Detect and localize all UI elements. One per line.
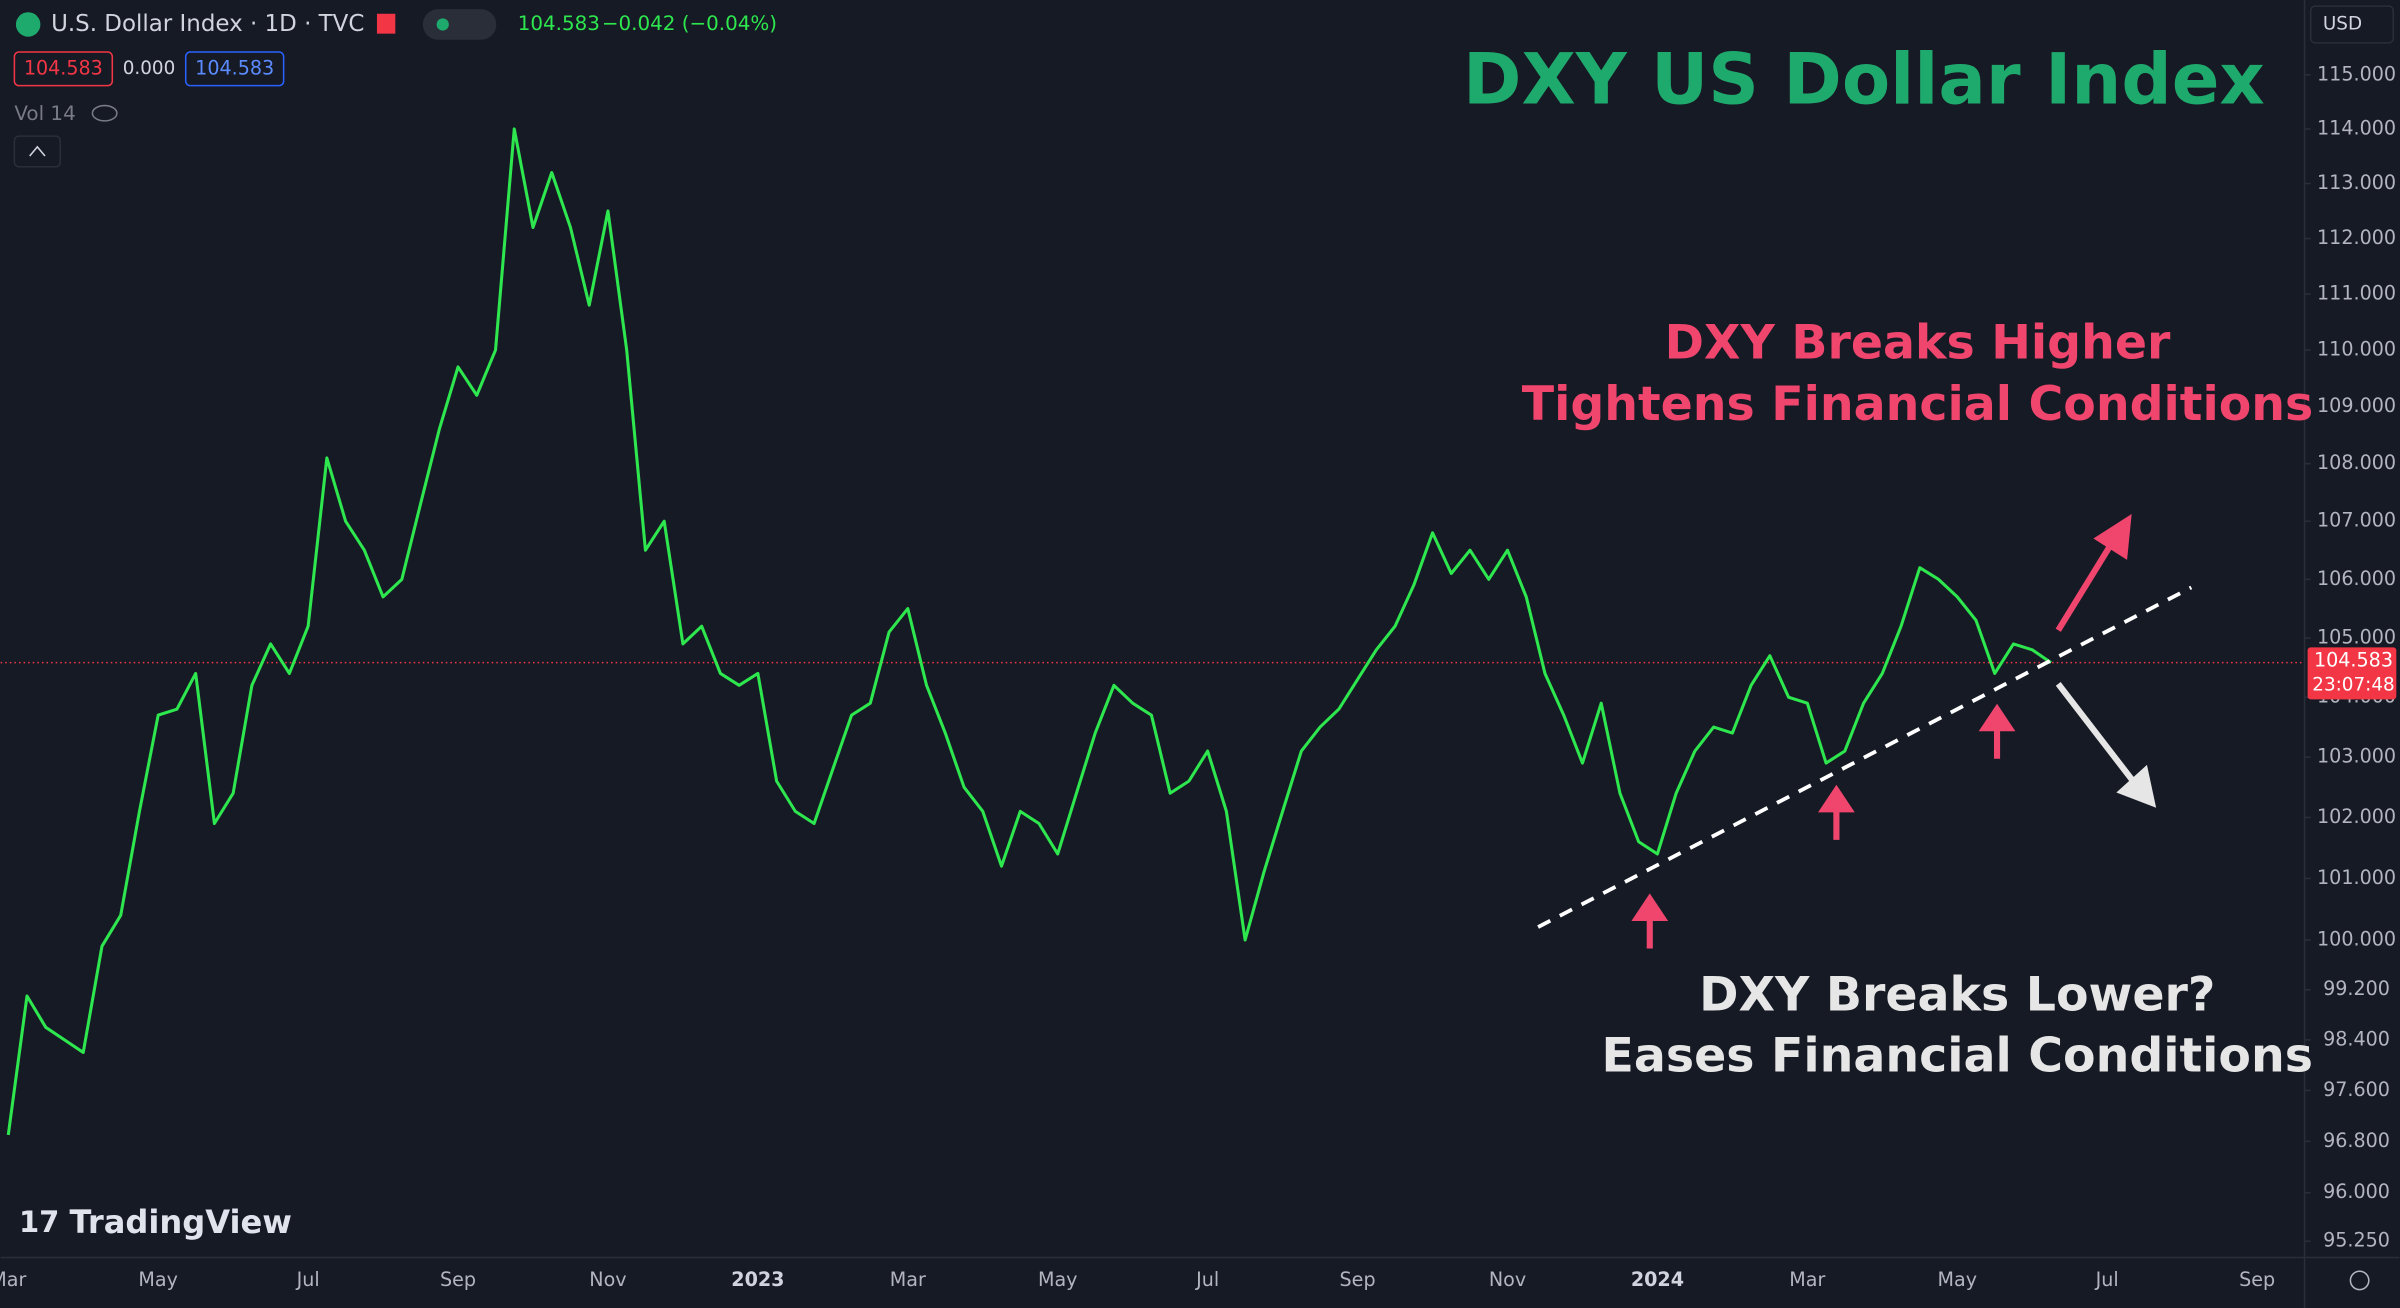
y-tick-label: 107.000 xyxy=(2317,509,2396,532)
currency[interactable]: USD xyxy=(2323,13,2362,34)
x-tick-label: Jul xyxy=(1195,1268,1219,1291)
status-pill xyxy=(422,9,497,40)
arrow-head xyxy=(1818,784,1855,813)
x-tick-label: 2023 xyxy=(731,1268,784,1291)
arrow-head xyxy=(1978,703,2016,732)
y-tick-label: 98.400 xyxy=(2323,1027,2390,1050)
volume-label[interactable]: Vol 14 xyxy=(14,102,75,125)
y-tick-label: 100.000 xyxy=(2317,928,2396,951)
y-tick-label: 96.800 xyxy=(2323,1129,2390,1152)
sell-box[interactable] xyxy=(13,51,114,87)
y-tick-label: 109.000 xyxy=(2317,394,2396,417)
countdown: 23:07:48 xyxy=(2312,675,2394,696)
x-tick-label: May xyxy=(138,1268,178,1291)
y-tick-label: 102.000 xyxy=(2317,805,2396,828)
x-tick-label: Sep xyxy=(440,1268,476,1291)
x-tick-label: Nov xyxy=(1489,1268,1526,1291)
y-tick-label: 108.000 xyxy=(2317,451,2396,474)
x-tick-label: 2024 xyxy=(1631,1268,1684,1291)
arrows xyxy=(1631,514,2132,949)
x-tick-label: Nov xyxy=(589,1268,626,1291)
arrow xyxy=(2055,681,2138,786)
hide-icon[interactable] xyxy=(91,104,118,122)
chart-title: DXY US Dollar Index xyxy=(1463,39,2265,121)
x-tick-label: Mar xyxy=(0,1268,26,1291)
sell-price[interactable]: 104.583 xyxy=(24,56,103,79)
y-tick-label: 113.000 xyxy=(2317,171,2396,194)
buy-price[interactable]: 104.583 xyxy=(195,56,274,79)
y-tick-label: 99.200 xyxy=(2323,977,2390,1000)
y-tick-label: 97.600 xyxy=(2323,1078,2390,1101)
x-tick-label: Sep xyxy=(1340,1268,1376,1291)
arrow-head xyxy=(1631,893,1669,921)
flag-icon[interactable] xyxy=(376,13,396,34)
x-tick-label: Mar xyxy=(1789,1268,1825,1291)
x-tick-label: Sep xyxy=(2239,1268,2275,1291)
brand-name: TradingView xyxy=(70,1203,292,1241)
y-tick-label: 115.000 xyxy=(2317,62,2396,85)
x-tick-label: Jul xyxy=(2095,1268,2119,1291)
y-tick-label: 101.000 xyxy=(2317,866,2396,889)
brand: 17 TradingView xyxy=(19,1203,292,1241)
arrow-head xyxy=(2116,764,2157,808)
annotation: DXY Breaks Higher xyxy=(1665,316,2171,371)
status-dot xyxy=(436,18,449,31)
buy-box[interactable] xyxy=(184,51,285,87)
y-tick-label: 112.000 xyxy=(2317,226,2396,249)
y-tick-label: 105.000 xyxy=(2317,626,2396,649)
y-tick-label: 95.250 xyxy=(2323,1229,2390,1252)
symbol-icon xyxy=(15,12,41,37)
y-tick-label: 111.000 xyxy=(2317,282,2396,305)
settings-icon[interactable] xyxy=(2349,1270,2370,1291)
price-label-box xyxy=(2307,647,2397,700)
symbol[interactable]: U.S. Dollar Index · 1D · TVC xyxy=(51,11,364,37)
price-change: −0.042 (−0.04%) xyxy=(602,12,777,35)
y-tick-label: 96.000 xyxy=(2323,1180,2390,1203)
x-tick-label: May xyxy=(1038,1268,1078,1291)
trend-line xyxy=(1537,585,2193,929)
y-tick-label: 114.000 xyxy=(2317,116,2396,139)
y-tick-label: 106.000 xyxy=(2317,567,2396,590)
collapse-icon xyxy=(29,145,46,157)
x-tick-label: May xyxy=(1938,1268,1978,1291)
price-label: 104.583 xyxy=(2314,649,2393,672)
y-tick-label: 110.000 xyxy=(2317,338,2396,361)
x-tick-label: Jul xyxy=(296,1268,320,1291)
y-tick-label: 103.000 xyxy=(2317,745,2396,768)
last-price: 104.583 xyxy=(518,12,600,35)
price-line-series xyxy=(6,127,2052,1136)
arrow xyxy=(2055,541,2115,632)
currency-box[interactable] xyxy=(2309,5,2395,44)
annotation: Tightens Financial Conditions xyxy=(1522,377,2314,432)
arrows xyxy=(2055,681,2157,808)
annotation: DXY Breaks Lower? xyxy=(1699,967,2215,1022)
annotation: Eases Financial Conditions xyxy=(1602,1029,2313,1084)
x-tick-label: Mar xyxy=(890,1268,926,1291)
arrow-head xyxy=(2093,514,2132,560)
spread: 0.000 xyxy=(123,58,176,79)
collapse-button[interactable] xyxy=(13,135,62,168)
